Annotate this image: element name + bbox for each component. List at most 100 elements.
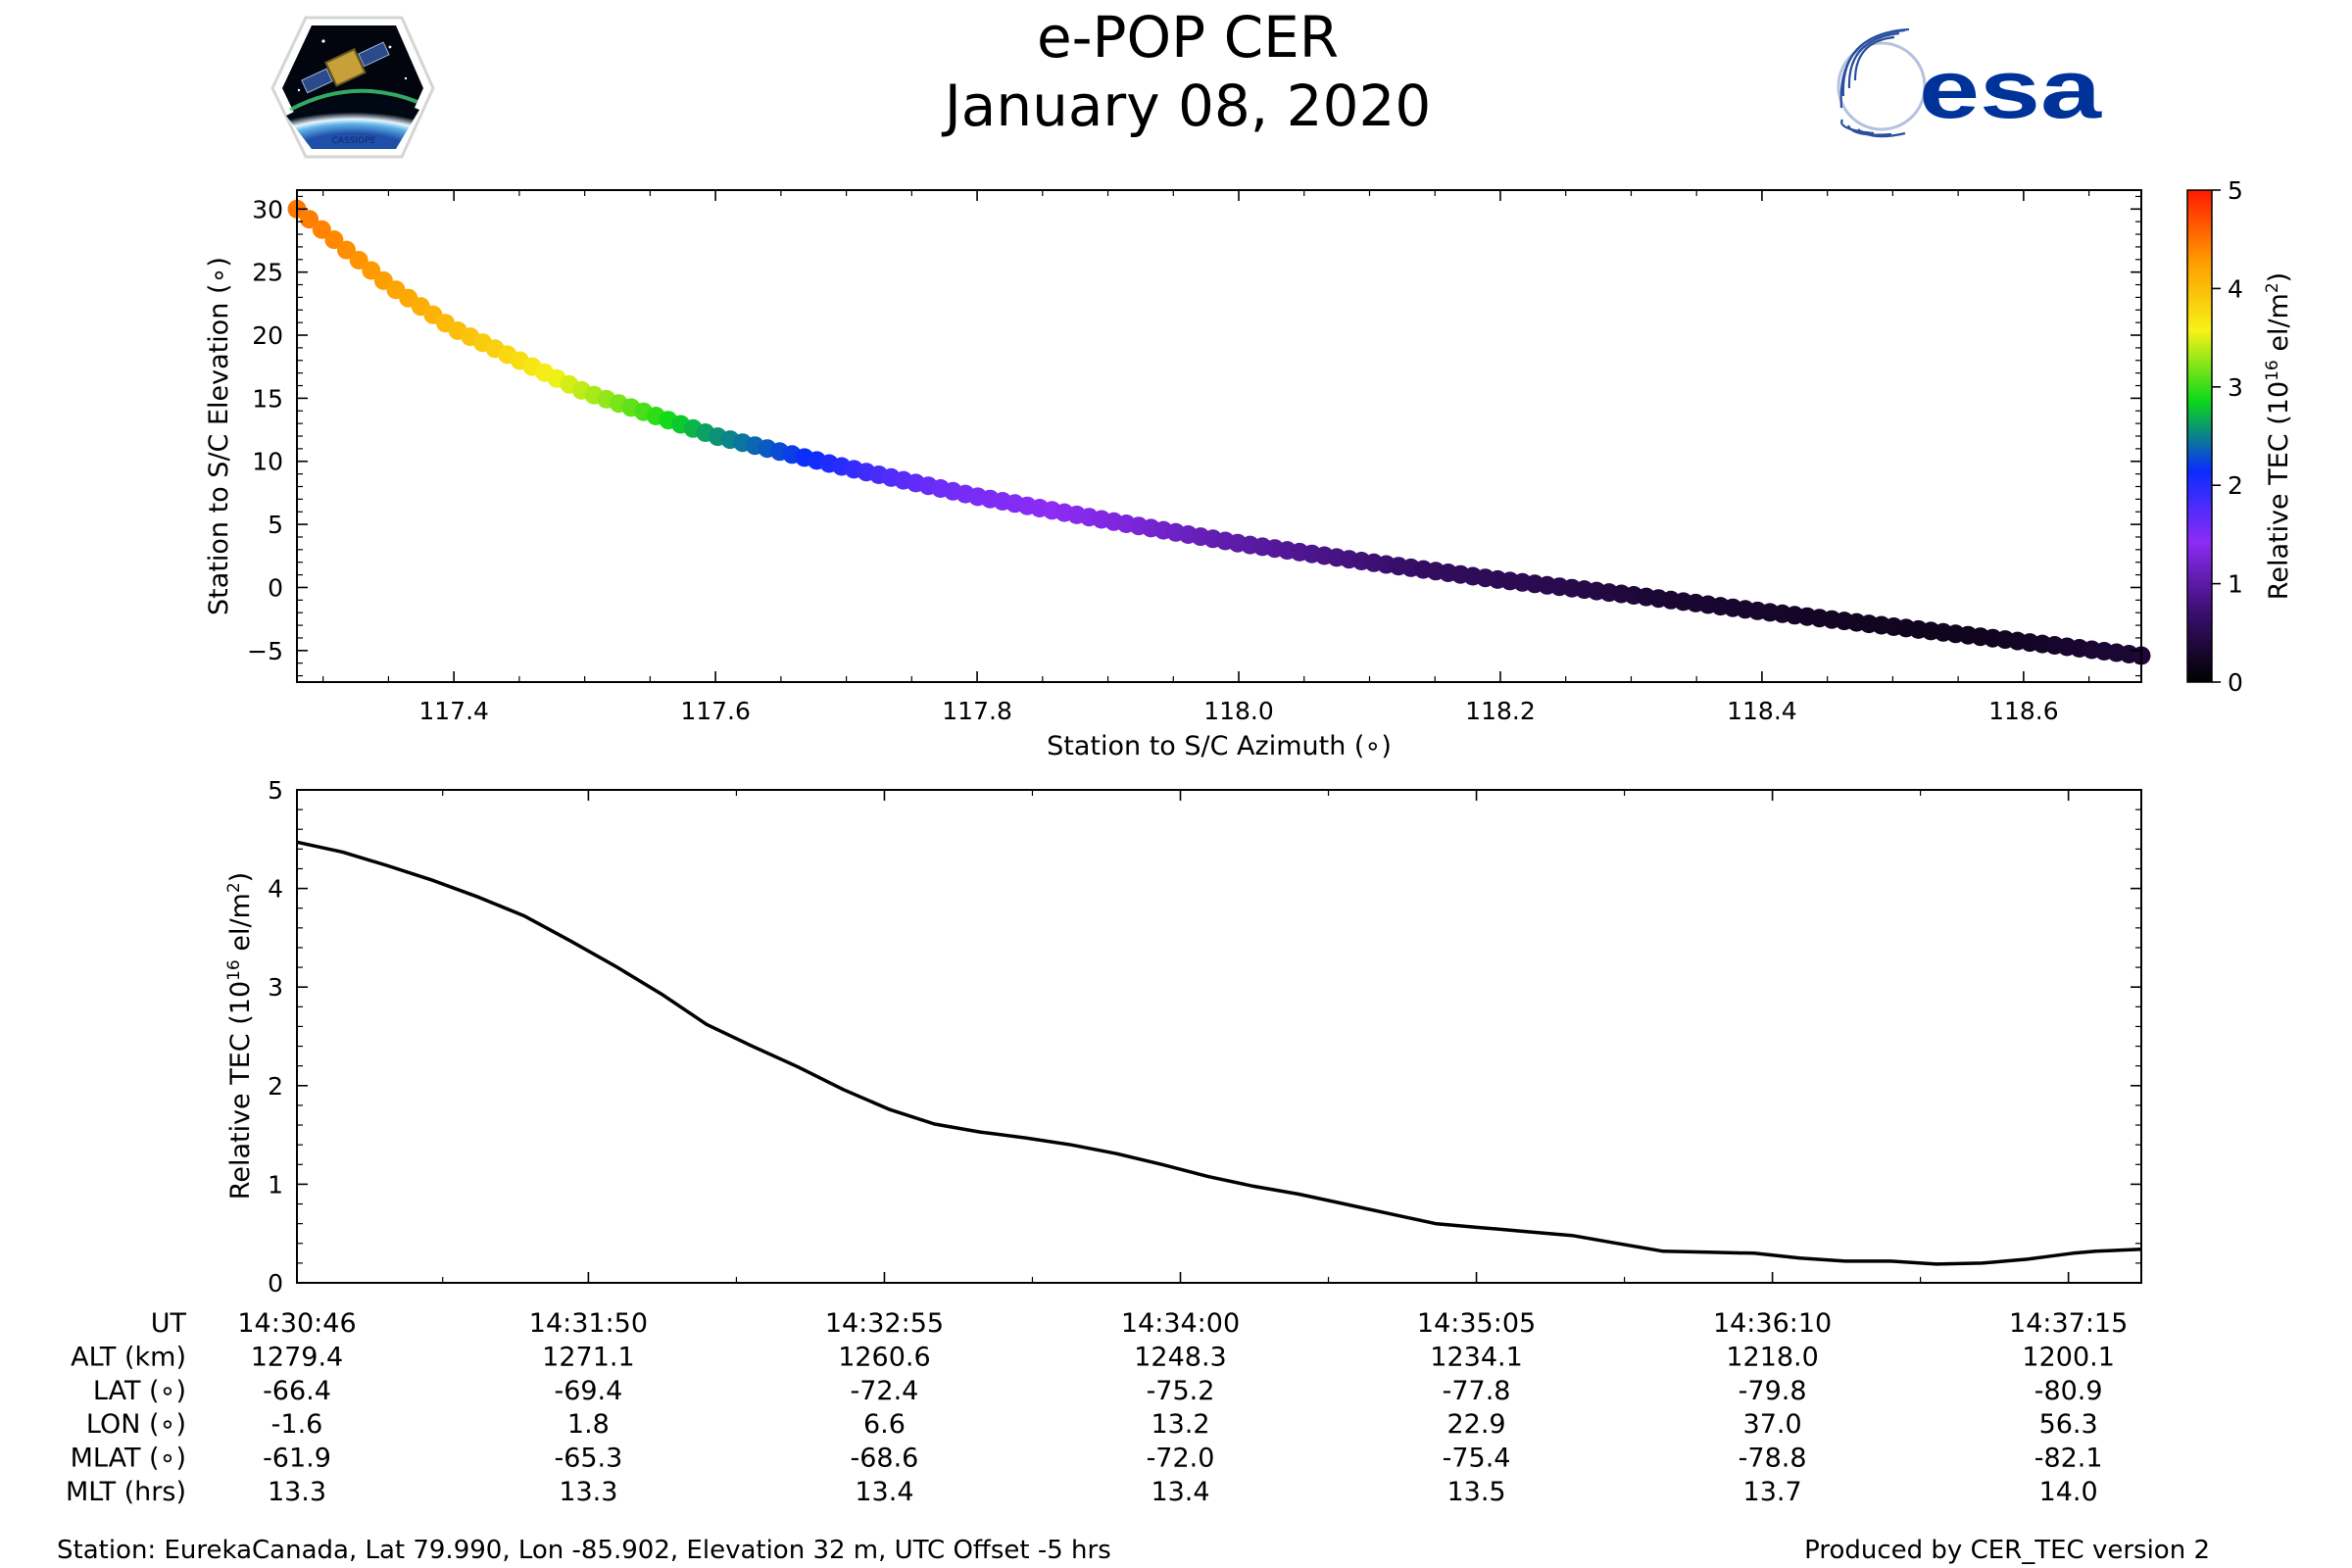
table-cell: 1271.1 [542, 1342, 634, 1372]
top-xtick-label: 117.8 [942, 697, 1012, 725]
table-row-label: MLT (hrs) [66, 1477, 186, 1507]
bottom-ytick-label: 3 [268, 973, 283, 1002]
table-row-label: LON (∘) [86, 1409, 186, 1440]
colorbar-label-main: Relative TEC (10 [2264, 381, 2294, 600]
table-cell: 14:30:46 [237, 1308, 356, 1339]
table-cell: 1260.6 [838, 1342, 930, 1372]
colorbar-tick-label: 1 [2228, 570, 2243, 599]
top-ytick-label: −5 [247, 637, 283, 665]
table-cell: -75.2 [1147, 1376, 1215, 1406]
colorbar-ticks: 0 1 2 3 4 5 [2212, 176, 2243, 697]
bottom-ylabel-main: Relative TEC (10 [225, 981, 256, 1200]
bottom-ytick-label: 4 [268, 875, 283, 904]
bottom-chart-frame [296, 789, 2142, 1284]
colorbar-label: Relative TEC (1016 el/m2) [2263, 272, 2294, 600]
bottom-chart-ticks: 0 1 2 3 4 5 [268, 776, 2141, 1298]
top-xtick-label: 118.6 [1988, 697, 2059, 725]
table-cell: 13.4 [855, 1477, 913, 1507]
top-xtick-label: 118.2 [1465, 697, 1536, 725]
esa-logo-text: esa [1919, 43, 2103, 135]
colorbar-tick-label: 3 [2228, 373, 2243, 402]
table-cell: 14:37:15 [2009, 1308, 2128, 1339]
table-cell: 1248.3 [1134, 1342, 1226, 1372]
table-row-label: UT [151, 1308, 187, 1339]
top-xtick-label: 118.0 [1203, 697, 1274, 725]
table-cell: 1218.0 [1726, 1342, 1818, 1372]
table-cell: 13.3 [559, 1477, 617, 1507]
scatter-point [362, 261, 381, 280]
top-chart-ylabel: Station to S/C Elevation (∘) [204, 257, 234, 615]
colorbar-tick-label: 0 [2228, 668, 2243, 697]
top-ytick-label: 15 [252, 384, 283, 413]
colorbar-label-unit: el/m [2264, 293, 2294, 360]
top-chart-xlabel: Station to S/C Azimuth (∘) [1047, 731, 1392, 761]
table-cell: -72.0 [1147, 1444, 1215, 1474]
table-cell: 1234.1 [1430, 1342, 1522, 1372]
esa-logo: esa [1837, 27, 2103, 138]
chart-title: e-POP CER [1037, 4, 1339, 71]
table-cell: -69.4 [554, 1376, 622, 1406]
scatter-point [300, 210, 319, 229]
table-cell: 13.7 [1743, 1477, 1802, 1507]
colorbar-tick-label: 5 [2228, 176, 2243, 205]
table-cell: -79.8 [1739, 1376, 1807, 1406]
table-cell: -78.8 [1739, 1444, 1807, 1474]
top-ytick-label: 25 [252, 259, 283, 287]
table-cell: 13.2 [1151, 1409, 1209, 1440]
top-ytick-label: 10 [252, 448, 283, 476]
table-cell: 14:31:50 [529, 1308, 648, 1339]
bottom-ylabel-close: ) [225, 872, 256, 883]
table-cell: 14.0 [2039, 1477, 2098, 1507]
top-ytick-label: 30 [252, 195, 283, 223]
bottom-chart-ylabel: Relative TEC (1016 el/m2) [224, 872, 256, 1200]
table-cell: 13.5 [1446, 1477, 1505, 1507]
table-cell: -82.1 [2034, 1444, 2103, 1474]
table-cell: 14:34:00 [1121, 1308, 1240, 1339]
table-cell: -61.9 [263, 1444, 331, 1474]
table-cell: -1.6 [271, 1409, 323, 1440]
colorbar-gradient [2186, 189, 2213, 683]
bottom-ytick-label: 2 [268, 1072, 283, 1101]
bottom-ylabel-unit: el/m [225, 893, 256, 959]
table-cell: -72.4 [851, 1376, 919, 1406]
colorbar-tick-label: 2 [2228, 471, 2243, 500]
table-cell: 14:32:55 [825, 1308, 944, 1339]
table-row-label: MLAT (∘) [71, 1444, 186, 1474]
table-row-label: LAT (∘) [93, 1376, 186, 1406]
scatter-point [337, 240, 356, 260]
table-cell: 14:35:05 [1417, 1308, 1536, 1339]
top-xtick-label: 117.4 [418, 697, 489, 725]
top-xtick-label: 117.6 [680, 697, 751, 725]
scatter-points [287, 199, 2151, 665]
top-ytick-label: 0 [268, 573, 283, 602]
elevation-azimuth-chart: 117.4 117.6 117.8 118.0 118.2 118.4 118.6 −5 0 5 1… [204, 189, 2151, 761]
bottom-ytick-label: 1 [268, 1170, 283, 1199]
top-chart-frame [296, 189, 2142, 683]
station-info: Station: EurekaCanada, Lat 79.990, Lon -… [57, 1536, 1111, 1565]
table-cell: -75.4 [1443, 1444, 1511, 1474]
table-cell: 14:36:10 [1713, 1308, 1832, 1339]
table-cell: 1.8 [567, 1409, 610, 1440]
table-cell: -80.9 [2034, 1376, 2103, 1406]
table-cell: 37.0 [1743, 1409, 1802, 1440]
table-cell: -77.8 [1443, 1376, 1511, 1406]
colorbar-label-close: ) [2264, 272, 2294, 283]
table-row-label: ALT (km) [71, 1342, 186, 1372]
colorbar-label-exponent: 16 [2263, 360, 2282, 381]
table-cell: 56.3 [2039, 1409, 2098, 1440]
colorbar-label-unit-exponent: 2 [2263, 282, 2282, 293]
chart-date: January 08, 2020 [942, 73, 1432, 139]
table-cell: 13.3 [268, 1477, 326, 1507]
bottom-ylabel-unit-exponent: 2 [224, 882, 244, 893]
table-cell: 22.9 [1446, 1409, 1505, 1440]
table-cell: 1200.1 [2022, 1342, 2114, 1372]
table-cell: 6.6 [863, 1409, 906, 1440]
produced-by: Produced by CER_TEC version 2 [1804, 1536, 2210, 1565]
top-chart-ticks: 117.4 117.6 117.8 118.0 118.2 118.4 118.6 −5 0 5 1… [247, 190, 2141, 725]
top-ytick-label: 20 [252, 321, 283, 350]
bottom-ylabel-exponent: 16 [224, 959, 244, 981]
